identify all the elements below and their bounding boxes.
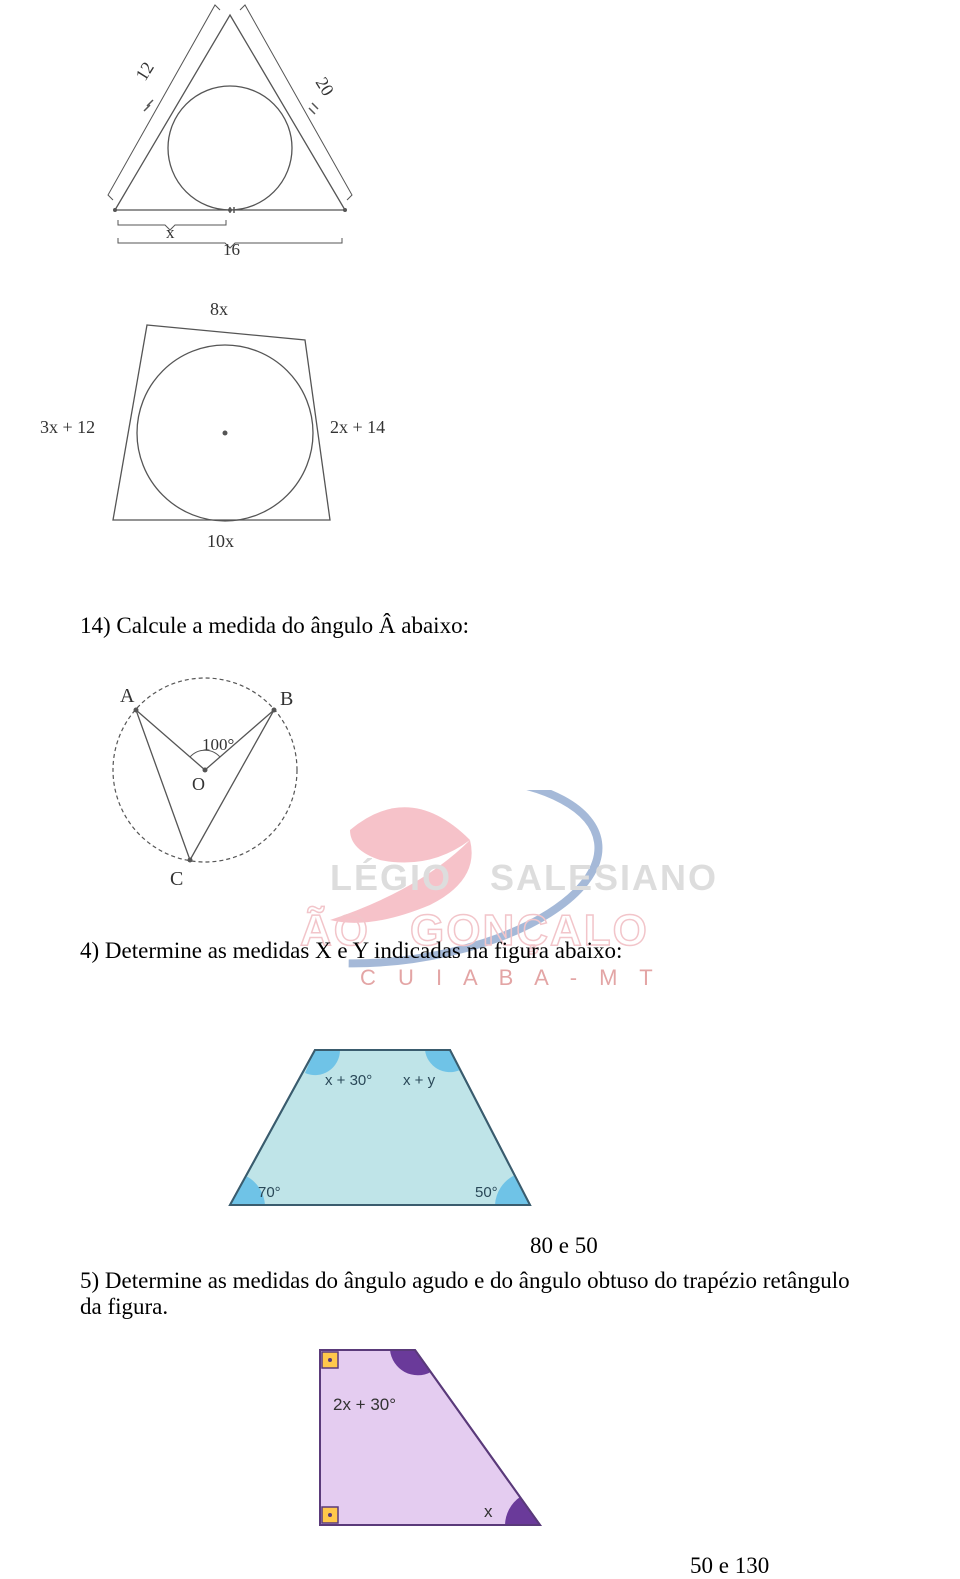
label-10x: 10x <box>207 531 234 551</box>
figure-trapezoid-blue: x + 30° x + y 70° 50° <box>210 1025 550 1230</box>
label-br: 50° <box>475 1184 498 1201</box>
figure-quad-inscribed: 8x 3x + 12 2x + 14 10x <box>35 285 385 580</box>
figure-angle-circle: A B O 100° C <box>90 660 320 910</box>
label-3x12: 3x + 12 <box>40 417 95 437</box>
label-C: C <box>170 868 183 890</box>
label-bottom-x: x <box>484 1502 493 1521</box>
worksheet-page: LÉGIO SALESIANO ÃO GONÇALO C U I A B A -… <box>0 0 960 1574</box>
watermark-svg: LÉGIO SALESIANO ÃO GONÇALO C U I A B A -… <box>270 790 870 1010</box>
wm-line3: C U I A B A - M T <box>360 965 661 990</box>
label-tr: x + y <box>403 1072 436 1089</box>
watermark-logo: LÉGIO SALESIANO ÃO GONÇALO C U I A B A -… <box>270 790 870 1015</box>
label-2x14: 2x + 14 <box>330 417 385 437</box>
label-tl: x + 30° <box>325 1072 372 1089</box>
label-8x: 8x <box>210 299 228 319</box>
label-O: O <box>192 774 205 794</box>
quad-svg: 8x 3x + 12 2x + 14 10x <box>35 285 385 575</box>
answer-4: 80 e 50 <box>530 1233 598 1259</box>
figure-triangle-inscribed: 12 20 x 16 <box>90 0 370 260</box>
trap-purple-svg: 2x + 30° x <box>300 1330 560 1540</box>
trap-blue-svg: x + 30° x + y 70° 50° <box>210 1025 550 1225</box>
circle-angle-svg: A B O 100° C <box>90 660 320 905</box>
answer-5: 50 e 130 <box>690 1553 769 1579</box>
triangle-svg: 12 20 x 16 <box>90 0 370 255</box>
label-16: 16 <box>223 240 240 255</box>
question-14: 14) Calcule a medida do ângulo Â abaixo: <box>80 613 469 639</box>
label-20: 20 <box>312 74 338 100</box>
label-top-angle: 2x + 30° <box>333 1395 396 1414</box>
label-A: A <box>120 685 135 707</box>
label-12: 12 <box>131 58 157 84</box>
wm-line1a: LÉGIO <box>330 857 452 898</box>
figure-trapezoid-purple: 2x + 30° x <box>300 1330 560 1545</box>
label-bl: 70° <box>258 1184 281 1201</box>
label-x: x <box>166 223 175 242</box>
wm-line1b: SALESIANO <box>490 857 718 898</box>
label-B: B <box>280 688 293 710</box>
question-5: 5) Determine as medidas do ângulo agudo … <box>80 1268 860 1320</box>
question-4: 4) Determine as medidas X e Y indicadas … <box>80 938 622 964</box>
label-100: 100° <box>202 735 234 754</box>
